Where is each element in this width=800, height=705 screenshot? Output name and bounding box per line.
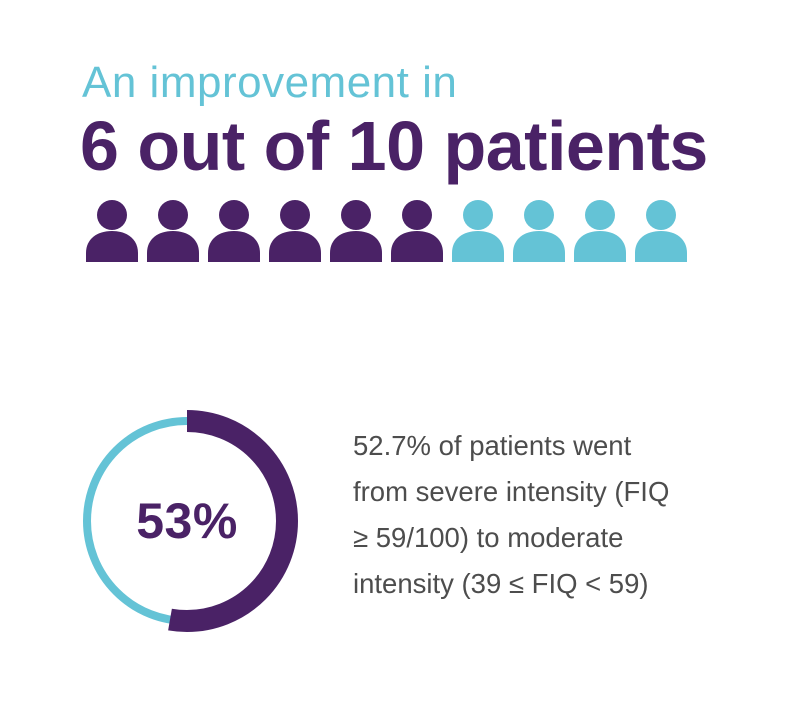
donut-label: 53% bbox=[136, 493, 238, 549]
person-icon bbox=[511, 198, 567, 262]
donut-svg bbox=[76, 410, 298, 632]
description-line: from severe intensity (FIQ bbox=[353, 476, 670, 507]
person-icon bbox=[145, 198, 201, 262]
person-icon bbox=[206, 198, 262, 262]
person-icon bbox=[389, 198, 445, 262]
description: 52.7% of patients went from severe inten… bbox=[353, 423, 773, 607]
person-icon bbox=[572, 198, 628, 262]
description-line: intensity (39 ≤ FIQ < 59) bbox=[353, 568, 649, 599]
headline-main: 6 out of 10 patients bbox=[80, 107, 708, 185]
person-icon bbox=[328, 198, 384, 262]
description-line: ≥ 59/100) to moderate bbox=[353, 522, 624, 553]
description-line: 52.7% of patients went bbox=[353, 430, 632, 461]
person-icon bbox=[267, 198, 323, 262]
donut-fill-arc bbox=[76, 410, 298, 632]
donut-chart: 53% bbox=[76, 410, 298, 632]
person-icon bbox=[450, 198, 506, 262]
headline-prefix: An improvement in bbox=[82, 58, 458, 107]
person-icon bbox=[84, 198, 140, 262]
person-icon bbox=[633, 198, 689, 262]
person-icon-row bbox=[84, 198, 704, 264]
